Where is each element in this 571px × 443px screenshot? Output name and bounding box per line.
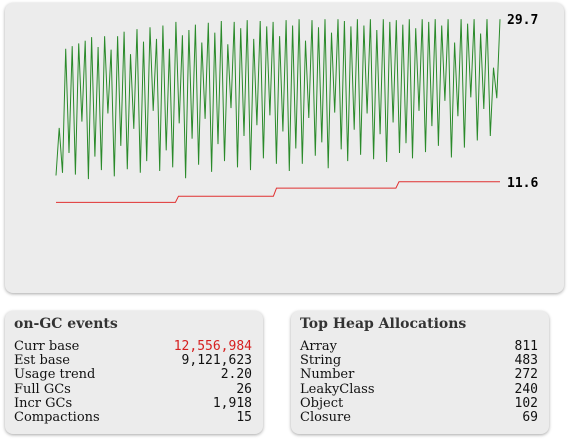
- stat-label: Compactions: [14, 409, 100, 425]
- alloc-row-leakyclass: LeakyClass 240: [300, 381, 538, 397]
- alloc-type-label: String: [300, 353, 342, 369]
- stat-label: Incr GCs: [14, 395, 73, 411]
- stat-row-curr-base: Curr base 12,556,984: [14, 340, 252, 354]
- baseline-end-label: 11.6: [507, 176, 538, 191]
- alloc-count: 811: [514, 339, 538, 354]
- stat-label: Est base: [14, 353, 70, 369]
- alloc-count: 69: [522, 409, 538, 425]
- gc-events-title: on-GC events: [14, 316, 118, 332]
- alloc-type-label: Closure: [300, 409, 351, 425]
- alloc-count: 102: [514, 395, 538, 411]
- alloc-count: 483: [514, 353, 538, 369]
- stat-label: Full GCs: [14, 381, 71, 397]
- stat-value: 1,918: [212, 395, 252, 411]
- heap-allocations-panel: Top Heap Allocations Array 811 String 48…: [291, 311, 549, 434]
- stat-row-incr-gcs: Incr GCs 1,918: [14, 395, 252, 411]
- stat-value: 2.20: [220, 367, 252, 383]
- stat-label: Curr base: [14, 339, 80, 354]
- stat-value: 26: [236, 381, 252, 397]
- stat-row-compactions: Compactions 15: [14, 409, 252, 425]
- alloc-type-label: Number: [300, 367, 355, 383]
- stat-row-est-base: Est base 9,121,623: [14, 354, 252, 368]
- usage-series-line: [55, 19, 501, 180]
- alloc-row-closure: Closure 69: [300, 409, 538, 425]
- memory-usage-chart: 29.7 11.6: [55, 13, 538, 203]
- gc-events-list: Curr base 12,556,984 Est base 9,121,623 …: [14, 340, 252, 425]
- usage-end-label: 29.7: [507, 13, 538, 28]
- stat-row-full-gcs: Full GCs 26: [14, 381, 252, 397]
- alloc-row-number: Number 272: [300, 368, 538, 382]
- stat-row-usage-trend: Usage trend 2.20: [14, 368, 252, 382]
- alloc-type-label: Object: [300, 395, 344, 411]
- heap-allocations-title: Top Heap Allocations: [300, 316, 467, 332]
- alloc-row-string: String 483: [300, 354, 538, 368]
- alloc-type-label: LeakyClass: [300, 381, 375, 397]
- gc-events-panel: on-GC events Curr base 12,556,984 Est ba…: [5, 311, 263, 434]
- baseline-series-line: [56, 181, 500, 203]
- alloc-count: 272: [514, 367, 538, 383]
- alloc-type-label: Array: [300, 339, 337, 354]
- stat-value: 12,556,984: [173, 339, 252, 354]
- alloc-row-array: Array 811: [300, 340, 538, 354]
- alloc-row-object: Object 102: [300, 395, 538, 411]
- memory-chart-panel: 29.7 11.6: [5, 3, 564, 293]
- alloc-count: 240: [514, 381, 538, 397]
- stat-value: 9,121,623: [181, 353, 252, 369]
- stat-label: Usage trend: [14, 367, 96, 383]
- stat-value: 15: [236, 409, 252, 425]
- heap-allocations-list: Array 811 String 483 Number 272 LeakyCla…: [300, 340, 538, 425]
